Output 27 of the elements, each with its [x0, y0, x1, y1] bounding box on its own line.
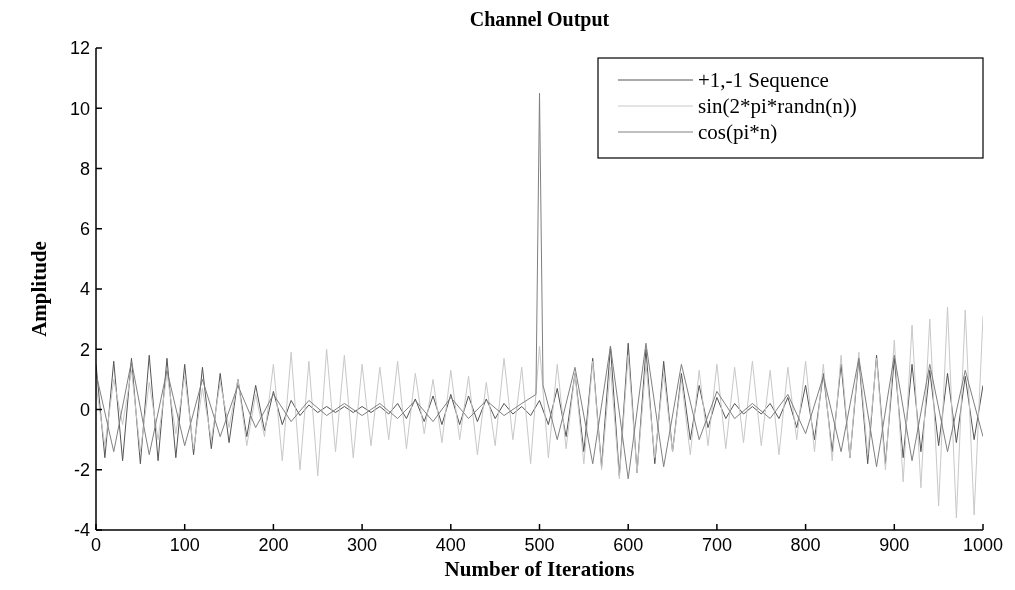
x-tick-label: 800 — [790, 535, 821, 555]
x-tick-label: 300 — [347, 535, 378, 555]
x-tick-label: 700 — [701, 535, 732, 555]
y-tick-label: -4 — [73, 520, 90, 541]
y-tick-label: 12 — [69, 38, 90, 59]
x-tick-label: 200 — [258, 535, 289, 555]
line-series — [96, 92, 983, 480]
x-tick-label: 500 — [524, 535, 555, 555]
legend-label: +1,-1 Sequence — [698, 68, 829, 93]
y-tick-label: 2 — [79, 339, 90, 360]
y-tick-label: 0 — [79, 399, 90, 420]
y-tick-label: 8 — [79, 158, 90, 179]
x-tick-label: 900 — [879, 535, 910, 555]
legend-label: cos(pi*n) — [698, 120, 778, 145]
x-tick-label: 100 — [169, 535, 200, 555]
x-tick-label: 600 — [613, 535, 644, 555]
y-tick-label: 6 — [79, 219, 90, 240]
y-tick-label: 4 — [79, 279, 90, 300]
y-tick-label: -2 — [73, 460, 90, 481]
line-series — [96, 306, 983, 519]
x-axis-title: Number of Iterations — [444, 557, 635, 581]
legend-label: sin(2*pi*randn(n)) — [698, 94, 857, 119]
chart-title: Channel Output — [469, 8, 610, 31]
x-tick-label: 1000 — [962, 535, 1004, 555]
y-axis-title: Amplitude — [27, 241, 51, 337]
x-tick-label: 400 — [435, 535, 466, 555]
y-tick-label: 10 — [69, 98, 90, 119]
